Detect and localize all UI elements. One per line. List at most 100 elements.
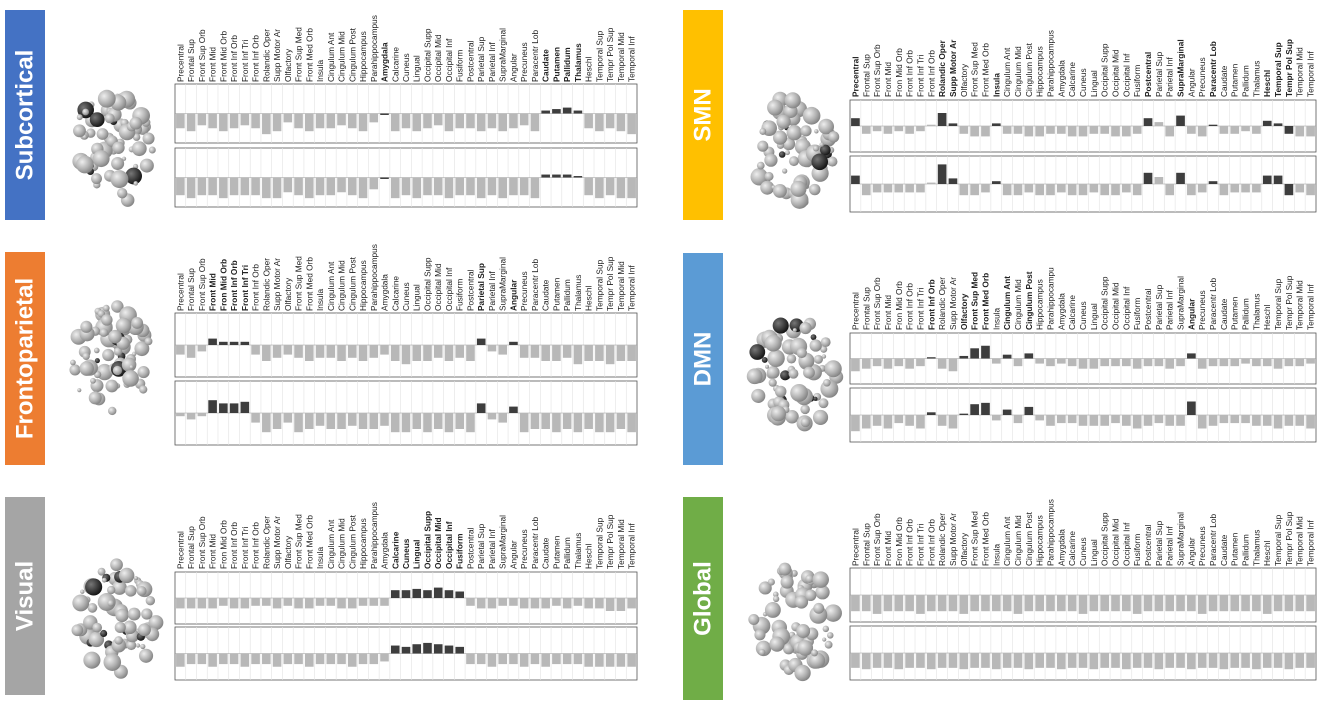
bar [230,342,239,345]
region-label: Front Inf Orb [251,35,261,82]
bar [488,654,497,667]
bar [1079,595,1088,614]
brain-node [805,589,817,601]
bar [423,590,432,598]
bar [1274,176,1283,184]
bar [369,114,378,123]
brain-node [69,364,80,375]
region-label: Occipital Supp [422,257,432,311]
region-label: Thalamus [1251,294,1261,330]
brain-glyph [747,318,843,432]
bar [970,653,979,668]
brain-node [122,357,137,372]
region-label: Heschl [584,285,594,311]
brain-node [767,366,780,379]
region-label: Paracentr Lob [1208,513,1218,566]
region-label: Insula [991,307,1001,330]
bar [219,342,228,345]
region-label: Caudate [541,49,551,82]
bar [1165,653,1174,668]
region-label: Paracentr Lob [1208,41,1218,97]
brain-node [822,637,826,641]
bar [391,178,400,199]
bar [563,345,572,358]
bar [1220,359,1229,367]
bar [1068,184,1077,195]
region-label: Angular [1186,298,1196,330]
bar [1133,126,1142,134]
bar [412,345,421,361]
bar [359,114,368,132]
region-label: Occipital Inf [444,521,454,569]
bar [498,654,507,665]
region-label: Occipital Mid [433,517,443,569]
bar [1133,595,1142,614]
brain-node [115,609,128,622]
brain-node [800,405,810,415]
bar [981,403,990,415]
bar [1187,126,1196,134]
brain-node [100,630,107,637]
bar [498,413,507,423]
bar [552,598,561,606]
bar [884,184,893,192]
bar [412,413,421,429]
region-label: Thalamus [1251,61,1261,97]
bar [1252,359,1261,367]
bar [1274,359,1283,369]
bar [981,653,990,668]
bar [1035,415,1044,420]
bar [1176,595,1185,611]
region-label: Fusiform [1132,534,1142,566]
brain-node [103,305,110,312]
bar [1306,415,1315,429]
region-label: Caudate [541,279,551,311]
brain-node [137,586,147,596]
bar [894,415,903,423]
bar [1187,595,1196,611]
region-label: Parahippocampus [369,15,379,82]
bar [905,415,914,426]
bar [905,184,914,192]
bar [916,595,925,614]
bar [541,111,550,114]
region-label: Occipital Supp [1100,512,1110,566]
bar [1046,184,1055,195]
bar [851,653,860,668]
region-label: Front Sup Orb [872,513,882,566]
region-label: Caudate [541,537,551,569]
bar [606,178,615,196]
bar [992,359,1001,364]
brain-node [77,114,83,120]
region-label: Temporal Mid [616,519,626,569]
bar [1090,415,1099,426]
bar [241,654,250,667]
brain-node [119,568,134,583]
brain-node [749,344,765,360]
bar [851,359,860,372]
region-label: Tempr Pol Sup [605,256,615,311]
region-label: Angular [508,540,518,569]
bar [305,413,314,429]
region-label: Putamen [1230,63,1240,97]
bar [1068,415,1077,423]
bar [251,598,260,606]
bar [198,114,207,126]
bar [273,654,282,667]
region-label: Front Inf Orb [229,35,239,82]
bar [1187,353,1196,358]
bar [466,345,475,361]
brain-node [122,370,139,387]
bar [434,114,443,126]
bar [627,598,636,608]
bar [1165,415,1174,426]
bar [348,598,357,608]
bar [359,654,368,665]
region-label: Front Inf Tri [240,265,250,311]
bar [305,598,314,608]
bar [1003,355,1012,359]
bar [851,176,860,184]
bar [970,404,979,415]
bar [949,595,958,611]
bar [412,114,421,132]
